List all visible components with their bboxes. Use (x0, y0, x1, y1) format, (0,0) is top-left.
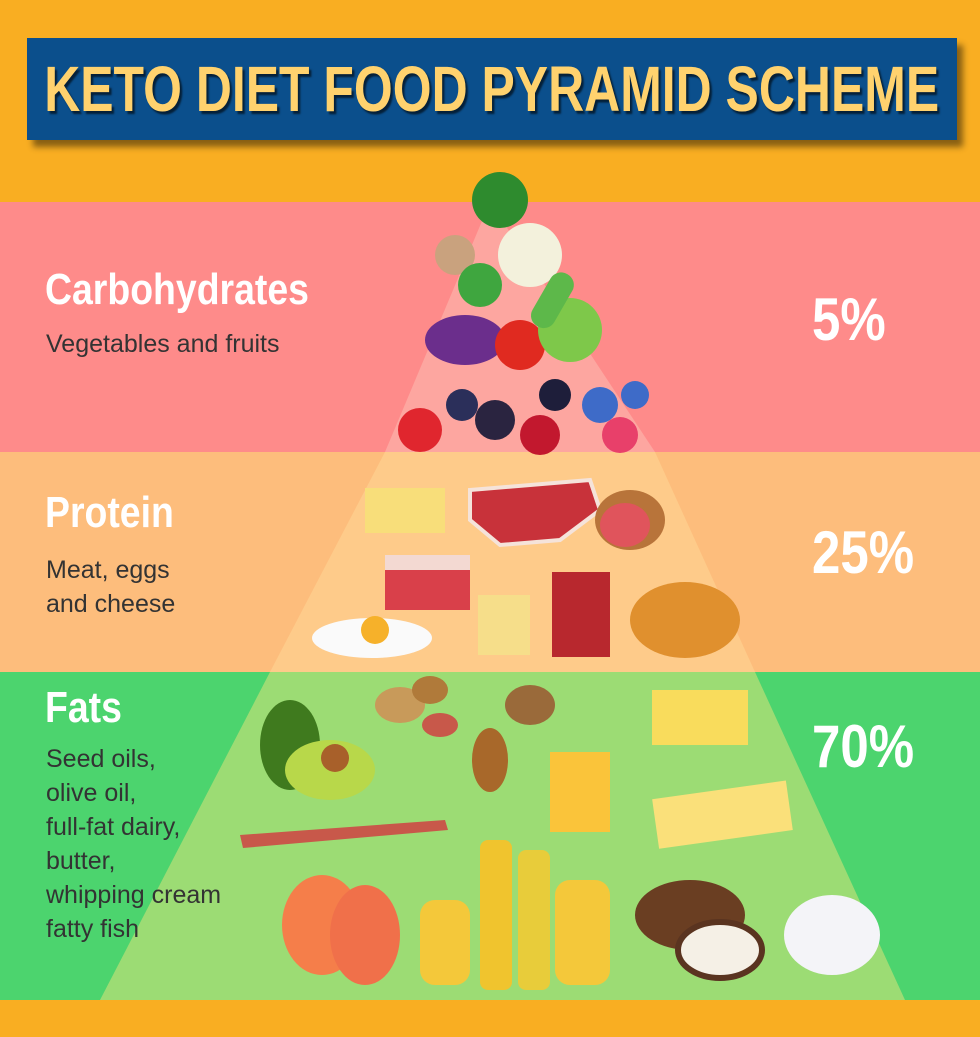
page-title: KETO DIET FOOD PYRAMID SCHEME (44, 53, 940, 125)
desc-line: Meat, eggs (46, 556, 170, 584)
desc-line: and cheese (46, 590, 176, 618)
desc-line: butter, (46, 847, 116, 875)
desc-line: full-fat dairy, (46, 813, 181, 841)
tier-desc-carbohydrates: Vegetables and fruits (46, 327, 280, 361)
tier-percent-protein: 25% (812, 519, 915, 586)
tier-label-carbohydrates: Carbohydrates (45, 265, 309, 314)
desc-line: whipping cream (46, 881, 222, 909)
title-banner: KETO DIET FOOD PYRAMID SCHEME (27, 38, 957, 140)
desc-line: olive oil, (46, 779, 137, 807)
tier-percent-carbohydrates: 5% (812, 286, 886, 353)
desc-line: fatty fish (46, 915, 140, 943)
tier-desc-fats: Seed oils, olive oil, full-fat dairy, bu… (46, 742, 221, 946)
desc-line: Vegetables and fruits (46, 330, 280, 358)
footer-band (0, 1000, 980, 1037)
berries-icon (398, 379, 649, 455)
vegetables-icon (425, 172, 602, 370)
tier-percent-fats: 70% (812, 713, 915, 780)
fats-foods-icon (240, 676, 880, 990)
desc-line: Seed oils, (46, 745, 156, 773)
protein-foods-icon (312, 477, 740, 658)
tier-label-fats: Fats (45, 683, 122, 732)
tier-desc-protein: Meat, eggs and cheese (46, 553, 175, 621)
tier-label-protein: Protein (45, 488, 174, 537)
